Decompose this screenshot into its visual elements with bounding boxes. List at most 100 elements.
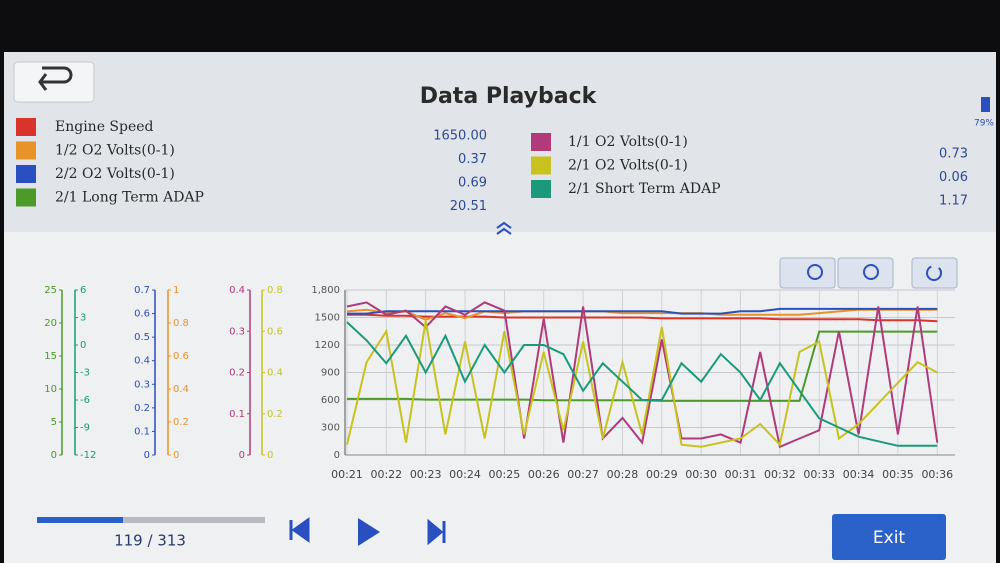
y-tick-label: 0: [334, 450, 340, 461]
previous-button[interactable]: [289, 517, 310, 543]
y-tick-label: 20: [44, 318, 57, 329]
x-tick-label: 00:22: [370, 468, 402, 481]
y-tick-label: 0: [80, 340, 86, 351]
y-tick-label: -12: [80, 450, 96, 461]
y-tick-label: 0: [144, 450, 150, 461]
y-tick-label: 0.6: [134, 309, 150, 320]
y-tick-label: 0.3: [229, 326, 245, 337]
y-tick-label: 0.3: [134, 379, 150, 390]
legend-label: 1/2 O2 Volts(0-1): [55, 143, 175, 159]
y-tick-label: 0.8: [173, 318, 189, 329]
y-tick-label: 0.4: [173, 384, 189, 395]
y-tick-label: 0.6: [267, 326, 283, 337]
progress-fill: [37, 517, 123, 523]
legend-label: 2/1 O2 Volts(0-1): [568, 158, 688, 174]
y-tick-label: -9: [80, 423, 90, 434]
legend-value: 0.06: [939, 170, 968, 185]
y-tick-label: 1200: [315, 340, 340, 351]
series-line: [346, 321, 938, 447]
x-tick-label: 00:30: [685, 468, 717, 481]
x-tick-label: 00:29: [646, 468, 678, 481]
legend-value: 0.69: [458, 176, 487, 191]
y-tick-label: 0: [239, 450, 245, 461]
x-tick-label: 00:27: [567, 468, 599, 481]
legend-value: 0.37: [458, 152, 487, 167]
legend-swatch: [531, 156, 551, 175]
y-tick-label: 0.4: [229, 285, 245, 296]
next-button[interactable]: [427, 518, 446, 546]
y-tick-label: 0.4: [134, 356, 150, 367]
y-tick-label: 0.2: [267, 409, 283, 420]
play-button[interactable]: [358, 518, 380, 546]
legend-swatch: [16, 141, 36, 160]
x-tick-label: 00:23: [410, 468, 442, 481]
series-line: [346, 308, 938, 321]
zoom-y-button[interactable]: [837, 257, 894, 289]
y-tick-label: 0: [267, 450, 273, 461]
x-tick-label: 00:35: [882, 468, 914, 481]
y-tick-label: 0.5: [134, 332, 150, 343]
legend-value: 20.51: [450, 199, 487, 214]
y-tick-label: 0.2: [229, 368, 245, 379]
refresh-button[interactable]: [911, 257, 958, 289]
legend-swatch: [16, 118, 36, 136]
y-tick-label: 0.2: [173, 417, 189, 428]
x-tick-label: 00:24: [449, 468, 481, 481]
y-tick-label: 0.1: [134, 426, 150, 437]
y-tick-label: 600: [321, 395, 340, 406]
legend-swatch: [16, 165, 36, 183]
back-icon: [38, 66, 73, 91]
legend-swatch: [531, 133, 551, 151]
y-tick-label: 5: [51, 417, 57, 428]
y-tick-label: 6: [80, 285, 86, 296]
y-tick-label: 1500: [315, 313, 340, 324]
exit-button[interactable]: [832, 514, 946, 560]
progress-track[interactable]: [37, 517, 265, 523]
x-tick-label: 00:26: [528, 468, 560, 481]
y-tick-label: 0.4: [267, 368, 283, 379]
legend-swatch: [531, 180, 551, 198]
legend-value: 0.73: [939, 147, 968, 162]
series-line: [347, 307, 938, 315]
header-band: [4, 52, 996, 232]
exit-label: Exit: [873, 528, 906, 548]
y-tick-label: 0.7: [134, 285, 150, 296]
series-line: [346, 301, 939, 449]
series-line: [346, 320, 938, 448]
y-tick-label: 3: [80, 313, 86, 324]
y-tick-label: 0.8: [267, 285, 283, 296]
legend-value: 1.17: [939, 194, 968, 209]
legend-label: 2/1 Short Term ADAP: [568, 181, 721, 197]
x-tick-label: 00:32: [764, 468, 796, 481]
x-tick-label: 00:36: [921, 468, 953, 481]
x-tick-label: 00:28: [607, 468, 639, 481]
legend-label: 2/2 O2 Volts(0-1): [55, 166, 175, 182]
zoom-icon: [863, 264, 879, 280]
legend-label: 2/1 Long Term ADAP: [55, 190, 204, 206]
x-tick-label: 00:33: [803, 468, 835, 481]
battery-level: 79%: [974, 119, 994, 129]
y-tick-label: 0.6: [173, 351, 189, 362]
y-tick-label: 10: [44, 384, 57, 395]
zoom-icon: [807, 264, 823, 280]
legend-label: Engine Speed: [55, 119, 154, 135]
y-tick-label: 0: [51, 450, 57, 461]
y-tick-label: -3: [80, 368, 90, 379]
y-tick-label: 900: [321, 368, 340, 379]
y-tick-label: -6: [80, 395, 90, 406]
y-tick-label: 1: [173, 285, 179, 296]
y-tick-label: 0: [173, 450, 179, 461]
collapse-button[interactable]: [496, 221, 512, 235]
y-tick-label: 1,800: [311, 285, 340, 296]
x-tick-label: 00:31: [725, 468, 757, 481]
y-tick-label: 0.2: [134, 403, 150, 414]
x-tick-label: 00:34: [843, 468, 875, 481]
legend-label: 1/1 O2 Volts(0-1): [568, 134, 688, 150]
frame-counter: 119 / 313: [114, 532, 186, 550]
refresh-icon: [926, 265, 942, 281]
y-tick-label: 25: [44, 285, 57, 296]
legend-swatch: [16, 188, 36, 207]
legend-value: 1650.00: [433, 129, 487, 144]
